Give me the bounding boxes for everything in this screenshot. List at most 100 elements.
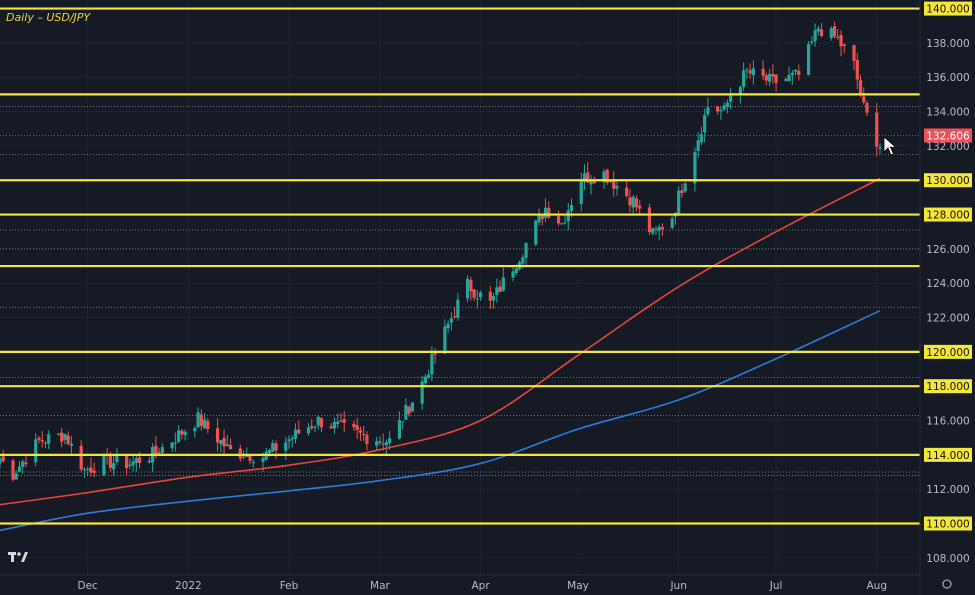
candle-body (816, 28, 820, 32)
candle-body (384, 442, 389, 446)
candle-body (248, 455, 252, 461)
candle-body (647, 207, 652, 232)
candle-body (316, 416, 320, 426)
y-level-badge (924, 516, 972, 531)
candle-body (829, 28, 833, 39)
candle-body (855, 60, 859, 80)
candle-body (352, 423, 356, 428)
candle-body (267, 449, 272, 454)
y-tick-label: 112.000 (926, 484, 969, 496)
candle-body (388, 438, 392, 444)
candle-body (625, 187, 629, 197)
candle-body (784, 78, 788, 81)
candle-body (651, 228, 655, 234)
moving-average-line (0, 309, 881, 532)
candle-body (446, 323, 450, 329)
candle-body (271, 442, 275, 452)
candle-body (725, 102, 729, 107)
candle-body (251, 462, 255, 464)
candle-body (806, 43, 811, 75)
y-axis-panel (920, 0, 975, 595)
candle-body (605, 169, 609, 183)
candle-body (582, 173, 587, 183)
candle-body (498, 286, 502, 292)
candle-body (722, 105, 726, 110)
candle-body (453, 316, 457, 318)
y-tick-label: 108.000 (926, 553, 969, 565)
candle-body (293, 429, 298, 439)
candle-body (125, 455, 129, 469)
candle-body (631, 196, 635, 208)
candle-body (329, 426, 333, 429)
candle-body (131, 461, 135, 466)
candle-body (290, 437, 294, 440)
candle-body (748, 70, 752, 74)
candle-body (407, 406, 411, 414)
y-level-badge (924, 344, 972, 359)
candle-body (92, 470, 96, 473)
moving-average-line (0, 177, 881, 506)
candle-body (34, 439, 38, 463)
candle-body (69, 443, 74, 446)
candle-body (310, 426, 314, 429)
x-tick-label: Aug (866, 580, 887, 592)
candle-body (199, 414, 203, 427)
candle-body (852, 45, 856, 61)
candle-body (404, 404, 408, 420)
candle-body (154, 445, 158, 454)
candle-body (0, 458, 2, 464)
candle-body (475, 298, 479, 300)
candle-body (534, 220, 538, 245)
candle-body (449, 318, 453, 323)
y-tick-label: 124.000 (926, 278, 969, 290)
y-tick-label: 130.000 (926, 175, 969, 187)
mouse-cursor-icon (883, 136, 898, 156)
current-price-label: 132.606 (926, 130, 970, 142)
candle-body (742, 70, 746, 87)
candle-body (342, 419, 346, 423)
candle-body (238, 448, 242, 459)
candle-body (615, 185, 619, 189)
candle-body (745, 69, 749, 71)
candle-body (183, 431, 187, 436)
settings-gear-icon[interactable] (942, 579, 952, 589)
candle-body (134, 458, 138, 463)
candle-body (11, 460, 15, 480)
candle-body (202, 419, 207, 429)
candle-body (466, 278, 470, 299)
candle-body (634, 198, 639, 208)
candle-body (628, 197, 632, 206)
candle-body (699, 134, 704, 143)
candle-body (842, 44, 846, 46)
candle-body (147, 460, 151, 463)
candle-body (306, 427, 311, 434)
y-level-badge (924, 379, 972, 394)
candle-body (420, 381, 424, 404)
candle-body (862, 96, 866, 103)
candle-body (469, 279, 473, 292)
x-tick-label: Apr (472, 580, 491, 592)
x-tick-label: Jul (769, 580, 783, 592)
candle-body (787, 74, 791, 82)
candle-body (287, 439, 291, 442)
candle-body (17, 466, 22, 472)
candle-body (589, 181, 593, 185)
candle-body (423, 376, 427, 384)
candle-body (501, 277, 505, 291)
candle-body (456, 299, 460, 318)
candle-body (443, 326, 447, 354)
candle-body (514, 268, 518, 274)
candle-body (878, 147, 882, 149)
candle-body (703, 115, 707, 133)
candle-body (274, 443, 278, 451)
x-tick-label: Jun (669, 580, 686, 592)
candle-body (638, 205, 642, 209)
candle-body (813, 30, 817, 42)
candle-body (608, 180, 613, 182)
candle-body (332, 421, 337, 429)
candle-body (180, 430, 184, 435)
candle-body (176, 430, 181, 443)
candle-body (56, 433, 61, 435)
